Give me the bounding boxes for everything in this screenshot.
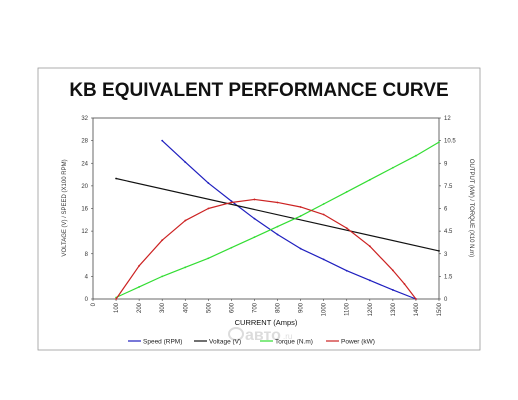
series-1-point	[115, 177, 117, 180]
series-line-0	[161, 140, 417, 300]
legend-label-1: Voltage (V)	[209, 338, 241, 345]
watermark-text: авто	[245, 327, 281, 344]
y-left-tick-label: 20	[81, 184, 88, 190]
y-right-tick-label: 10.5	[444, 139, 456, 145]
series-3-point	[415, 298, 417, 300]
y-axis-right: 0 1.5 3 4.5 6 7.5 9 10.5 12	[439, 116, 456, 303]
x-tick-label: 1000	[322, 302, 328, 316]
series-3-point	[161, 239, 164, 242]
series-3-point	[391, 269, 394, 272]
plot-area	[92, 117, 440, 300]
x-tick-label: 800	[276, 302, 282, 313]
y-right-tick-label: 1.5	[444, 274, 453, 280]
series-0-point	[161, 139, 164, 142]
x-tick-label: 0	[91, 302, 97, 306]
y-right-tick-label: 12	[444, 116, 451, 122]
y-axis-left-label: VOLTAGE (V) / SPEED (X100 RPM)	[62, 159, 68, 256]
y-left-tick-label: 32	[81, 116, 88, 122]
x-tick-label: 600	[229, 302, 235, 313]
y-left-tick-label: 16	[81, 207, 88, 213]
series-3-point	[403, 283, 406, 285]
series-2-point	[299, 215, 302, 217]
x-tick-label: 300	[160, 302, 166, 313]
x-tick-label: 1200	[368, 302, 374, 316]
x-tick-label: 100	[114, 302, 120, 313]
y-right-tick-label: 3	[444, 252, 448, 258]
series-line-1	[115, 177, 440, 252]
y-left-tick-label: 8	[85, 252, 89, 258]
series-3-point	[368, 245, 371, 248]
x-tick-label: 1500	[437, 302, 443, 316]
series-2-point	[161, 275, 164, 278]
series-3-point	[299, 206, 302, 208]
y-left-tick-label: 12	[81, 229, 88, 235]
x-tick-label: 1300	[391, 302, 397, 316]
series-0-point	[368, 279, 371, 282]
watermark-logo: авто .ru	[228, 327, 292, 344]
x-axis: 0 100 200 300 400 500 600 700 800 900 1000 1100 1200…	[91, 299, 443, 316]
legend-label-3: Power (kW)	[341, 338, 375, 345]
legend-label-0: Speed (RPM)	[143, 338, 182, 345]
x-tick-label: 400	[183, 302, 189, 313]
y-left-tick-label: 4	[85, 274, 89, 280]
series-2-point	[345, 191, 348, 193]
legend: Speed (RPM) Voltage (V) Torque (N.m) Power …	[128, 338, 375, 345]
x-tick-label: 500	[206, 302, 212, 313]
y-right-tick-label: 9	[444, 161, 448, 167]
x-tick-label: 1100	[345, 302, 351, 316]
series-2-point	[276, 225, 279, 228]
series-0-point	[253, 217, 256, 220]
series-2-point	[230, 246, 233, 249]
series-2-point	[322, 203, 325, 205]
y-left-tick-label: 24	[81, 161, 88, 167]
series-0-point	[322, 258, 325, 261]
series-2-point	[438, 141, 440, 144]
y-right-tick-label: 6	[444, 207, 448, 213]
series-0-point	[391, 289, 394, 291]
y-left-tick-label: 0	[85, 297, 89, 303]
series-3-point	[138, 264, 141, 267]
series-2-point	[415, 154, 417, 157]
series-0-point	[207, 182, 210, 184]
series-3-point	[253, 198, 256, 201]
x-tick-label: 900	[299, 302, 305, 313]
series-1-point	[438, 250, 440, 252]
series-3-point	[345, 227, 348, 230]
series-2-point	[138, 286, 141, 288]
series-0-point	[299, 247, 302, 250]
series-3-point	[276, 201, 279, 204]
x-tick-label: 1400	[414, 302, 420, 316]
series-3-point	[115, 298, 117, 300]
y-right-tick-label: 4.5	[444, 229, 453, 235]
watermark-ring-icon	[228, 327, 244, 341]
series-3-point	[322, 213, 325, 216]
series-2-point	[253, 236, 256, 239]
series-2-point	[207, 257, 210, 260]
series-3-point	[184, 219, 187, 222]
series-0-point	[276, 233, 279, 236]
y-right-tick-label: 0	[444, 297, 448, 303]
x-axis-label: CURRENT (Amps)	[235, 318, 298, 327]
series-3-point	[230, 201, 233, 204]
watermark-suffix: .ru	[283, 332, 292, 341]
series-2-point	[184, 266, 187, 269]
series-2-point	[391, 166, 394, 169]
series-2-point	[368, 178, 371, 181]
series-layer	[115, 139, 440, 300]
series-0-point	[345, 269, 348, 272]
y-right-tick-label: 7.5	[444, 184, 453, 190]
y-left-tick-label: 28	[81, 139, 88, 145]
legend-label-2: Torque (N.m)	[275, 338, 313, 345]
x-tick-label: 700	[252, 302, 258, 313]
series-0-point	[184, 161, 187, 164]
series-3-point	[207, 207, 210, 210]
series-0-point	[230, 200, 233, 203]
y-axis-right-label: OUTPUT (kW) / TORQUE (X10 N.m)	[468, 159, 474, 257]
chart-title: KB EQUIVALENT PERFORMANCE CURVE	[69, 80, 448, 101]
x-tick-label: 200	[137, 302, 143, 313]
y-axis-left: 0 4 8 12 16 20 24 28 32	[81, 116, 93, 303]
